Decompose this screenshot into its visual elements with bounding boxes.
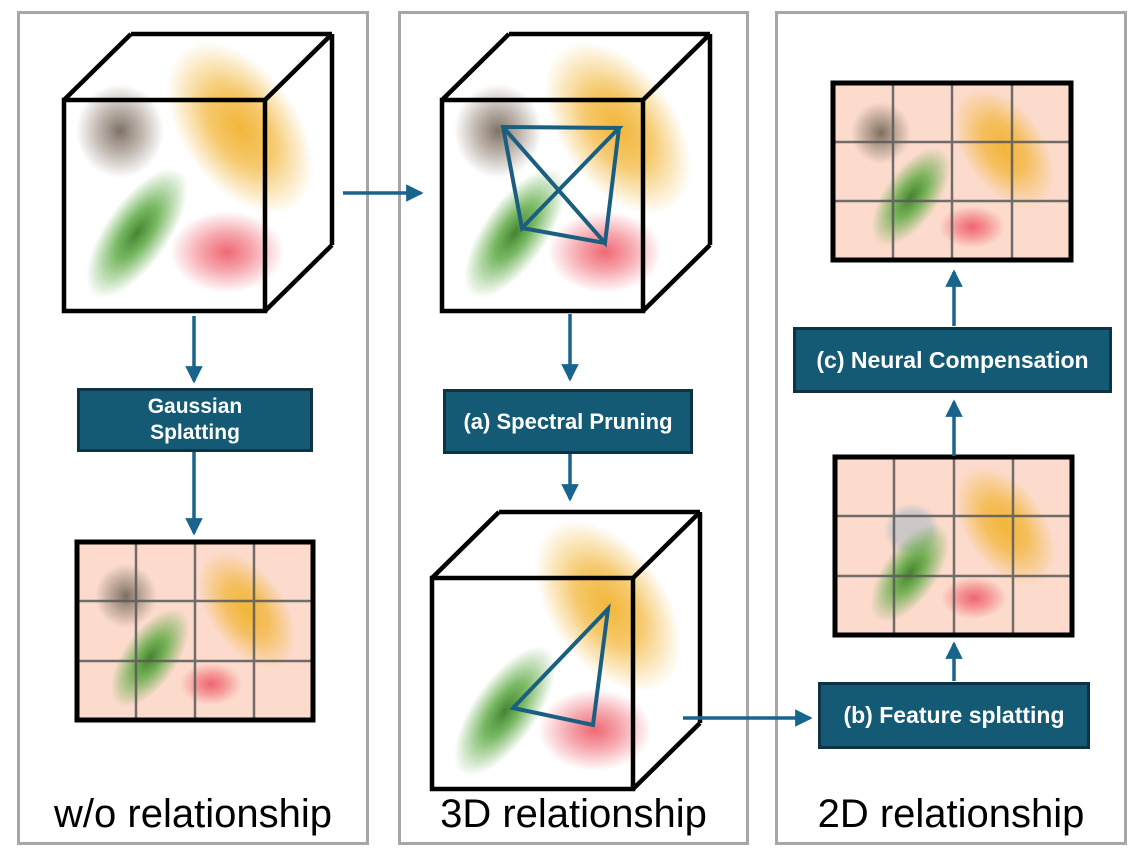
grid-compensated — [830, 80, 1074, 263]
spectral-pruning-box: (a) Spectral Pruning — [443, 389, 693, 454]
gaussian-blob-green — [871, 147, 951, 247]
neural-compensation-box: (c) Neural Compensation — [793, 327, 1112, 393]
grid-lines — [77, 542, 313, 720]
relationship-graph-k4 — [500, 124, 624, 248]
gaussian-blob-gray — [95, 564, 157, 628]
gaussian-splatting-label-line1: Gaussian — [147, 394, 243, 418]
gaussian-blob-green — [86, 168, 188, 298]
cube-edges — [439, 31, 713, 314]
flow-arrows — [185, 184, 963, 727]
gaussian-blob-red — [941, 577, 1007, 619]
grid-lines — [835, 457, 1072, 635]
cube-edges — [61, 31, 335, 314]
gaussian-blob-gray — [76, 84, 164, 178]
grid-border — [74, 539, 316, 723]
gaussian-blob-green — [870, 523, 950, 623]
gaussian-blob-green — [464, 168, 566, 298]
gaussian-blob-red — [538, 689, 652, 771]
grid-lines — [833, 83, 1071, 260]
gaussian-blob-yellow — [953, 88, 1055, 208]
grid-splat-left — [74, 539, 316, 723]
gaussian-blob-green — [110, 608, 190, 708]
gaussian-blob-green — [454, 646, 556, 776]
gaussian-blob-red — [939, 206, 1005, 248]
gaussian-splatting-box: Gaussian Splatting — [77, 388, 313, 452]
gaussian-blob-red — [548, 211, 662, 293]
caption-3d-relationship: 3D relationship — [440, 792, 707, 836]
gaussian-blob-gray — [851, 102, 911, 164]
cube-pruned — [429, 509, 703, 792]
caption-without-relationship: w/o relationship — [54, 792, 332, 836]
feature-splatting-box: (b) Feature splatting — [818, 682, 1090, 749]
gaussian-splatting-label-line2: Splatting — [150, 421, 240, 444]
relationship-graph-triangle — [509, 603, 611, 728]
gaussian-blob-yellow — [954, 466, 1056, 586]
gaussian-blob-yellow — [197, 551, 297, 669]
grid-border — [830, 80, 1074, 263]
gaussian-blob-yellow — [166, 41, 314, 215]
cube-edges — [429, 509, 703, 792]
gaussian-blob-red — [180, 663, 242, 705]
cube-unpruned-left — [61, 31, 335, 314]
grid-border — [832, 454, 1075, 638]
gaussian-blob-gray — [454, 84, 542, 178]
gaussian-blob-red — [170, 211, 284, 293]
caption-2d-relationship: 2D relationship — [817, 792, 1085, 836]
grid-feature-splat — [832, 454, 1075, 638]
cube-with-graph — [439, 31, 713, 314]
